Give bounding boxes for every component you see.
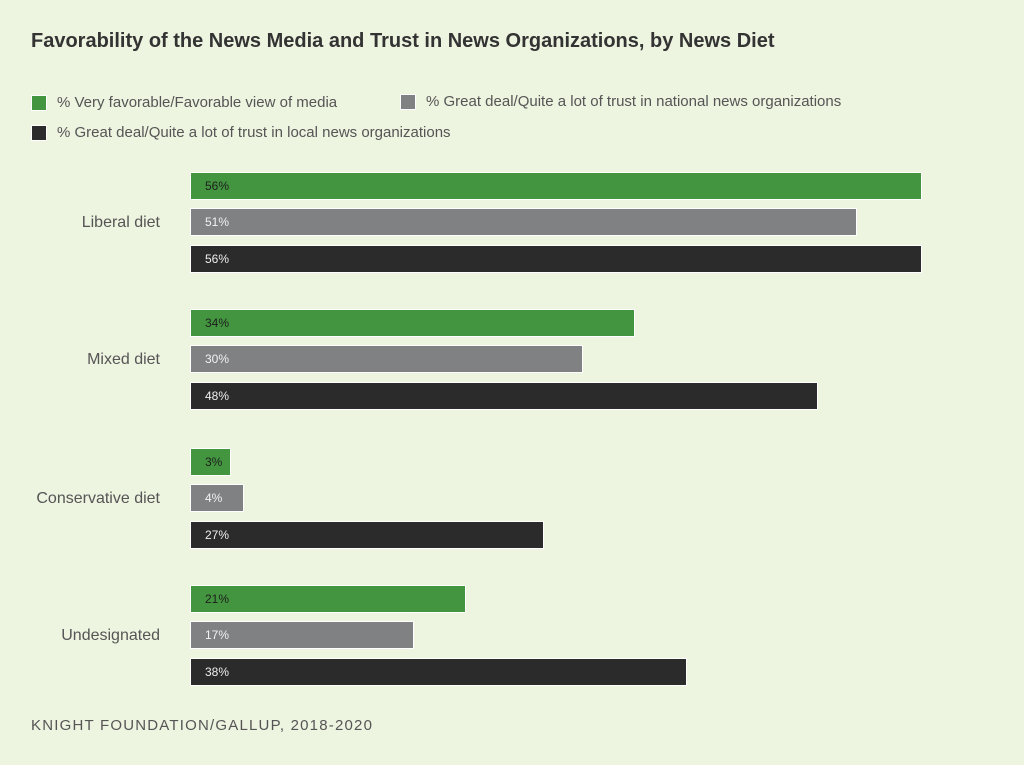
bar: 4% <box>190 484 245 513</box>
bar: 56% <box>190 244 922 273</box>
data-label: 48% <box>205 388 230 403</box>
data-label: 56% <box>205 179 230 193</box>
legend-swatch <box>400 93 416 110</box>
data-label: 51% <box>205 215 230 230</box>
legend-item-national: % Great deal/Quite a lot of trust in nat… <box>400 93 841 110</box>
bar: 51% <box>190 208 857 237</box>
bar: 3% <box>190 448 232 476</box>
bar: 38% <box>190 657 688 686</box>
bar: 34% <box>190 309 636 337</box>
data-label: 3% <box>205 455 223 469</box>
legend-swatch <box>31 94 47 111</box>
category-label: Mixed diet <box>87 351 160 369</box>
bar: 17% <box>190 621 414 650</box>
data-label: 38% <box>205 664 230 679</box>
category-label: Undesignated <box>61 627 160 645</box>
bar: 56% <box>190 172 922 200</box>
data-label: 4% <box>205 491 223 506</box>
bar: 27% <box>190 520 544 549</box>
legend-item-favorable: % Very favorable/Favorable view of media <box>31 94 337 111</box>
data-label: 30% <box>205 352 230 367</box>
bar: 21% <box>190 585 466 613</box>
data-label: 56% <box>205 251 230 266</box>
bar: 30% <box>190 345 584 374</box>
legend-label: % Great deal/Quite a lot of trust in nat… <box>426 93 842 110</box>
legend-label: % Very favorable/Favorable view of media <box>57 94 338 111</box>
chart-title: Favorability of the News Media and Trust… <box>31 30 775 52</box>
data-label: 34% <box>205 316 230 330</box>
bar: 48% <box>190 381 818 410</box>
data-label: 17% <box>205 628 230 643</box>
legend-label: % Great deal/Quite a lot of trust in loc… <box>57 124 451 141</box>
legend-item-local: % Great deal/Quite a lot of trust in loc… <box>31 124 451 141</box>
data-label: 21% <box>205 592 230 606</box>
category-label: Conservative diet <box>36 490 160 508</box>
data-label: 27% <box>205 527 230 542</box>
legend-swatch <box>31 124 47 141</box>
source-note: KNIGHT FOUNDATION/GALLUP, 2018-2020 <box>31 717 374 734</box>
category-label: Liberal diet <box>81 214 160 232</box>
